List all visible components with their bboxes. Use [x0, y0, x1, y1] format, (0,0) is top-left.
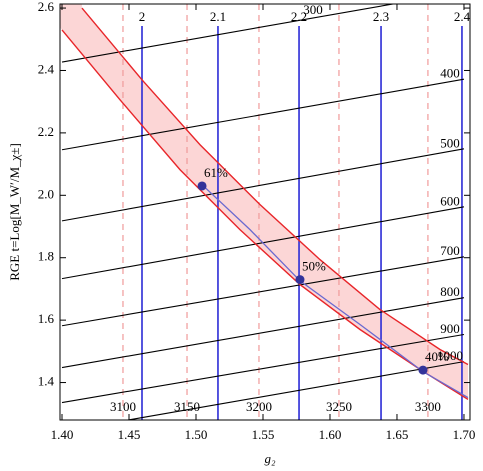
point-label: 40% [425, 349, 449, 364]
y-tick-label: 1.8 [38, 249, 54, 264]
x-tick-label: 1.60 [319, 427, 342, 442]
y-axis-label: RGE t=Log[M_W′/M_χ±] [7, 143, 22, 281]
dashed-line-label: 3300 [415, 399, 441, 414]
contour-label: 900 [440, 321, 460, 336]
y-tick-label: 1.4 [38, 374, 55, 389]
contour-line [61, 333, 465, 404]
contour-line [61, 256, 465, 327]
dashed-line-label: 3250 [326, 399, 352, 414]
blue-line-label: 2 [139, 9, 146, 24]
frame [59, 3, 471, 421]
point-label: 50% [302, 259, 326, 274]
contour-label: 1000 [437, 348, 463, 363]
y-tick-label: 2.6 [38, 0, 55, 14]
contour-line [125, 361, 465, 420]
x-tick-label: 1.65 [386, 427, 409, 442]
benchmark-point [418, 365, 428, 375]
x-tick-label: 1.40 [51, 427, 74, 442]
contour-label: 600 [440, 193, 460, 208]
contour-label: 700 [440, 243, 460, 258]
x-tick-label: 1.55 [252, 427, 275, 442]
blue-line-label: 2.2 [291, 9, 307, 24]
contour-label: 300 [303, 2, 323, 17]
contour-line [61, 148, 465, 222]
band-upper [81, 7, 469, 366]
contour-line [61, 4, 397, 63]
y-tick-label: 2.0 [38, 186, 54, 201]
blue-line-label: 2.3 [373, 9, 389, 24]
contour-line [61, 78, 465, 151]
band-fill [60, 4, 468, 400]
band-lower [61, 29, 469, 400]
blue-line-label: 2.4 [454, 9, 471, 24]
blue-line-label: 2.1 [210, 9, 226, 24]
benchmark-point [295, 275, 305, 285]
y-tick-label: 1.6 [38, 311, 55, 326]
x-tick-label: 1.70 [453, 427, 476, 442]
y-tick-label: 2.4 [38, 61, 55, 76]
point-label: 61% [204, 165, 228, 180]
contour-label: 500 [440, 135, 460, 150]
plot-area [60, 4, 469, 420]
dashed-line-label: 3150 [174, 399, 200, 414]
contour-line [61, 297, 465, 369]
dashed-line-label: 3200 [246, 399, 272, 414]
dashed-line-label: 3100 [110, 399, 136, 414]
x-axis-label: g₂ [264, 451, 276, 466]
y-tick-label: 2.2 [38, 124, 54, 139]
x-tick-label: 1.45 [118, 427, 141, 442]
contour-label: 400 [440, 66, 460, 81]
center-line [199, 182, 469, 399]
benchmark-point [197, 181, 207, 191]
x-tick-label: 1.50 [185, 427, 208, 442]
contour-label: 800 [440, 284, 460, 299]
